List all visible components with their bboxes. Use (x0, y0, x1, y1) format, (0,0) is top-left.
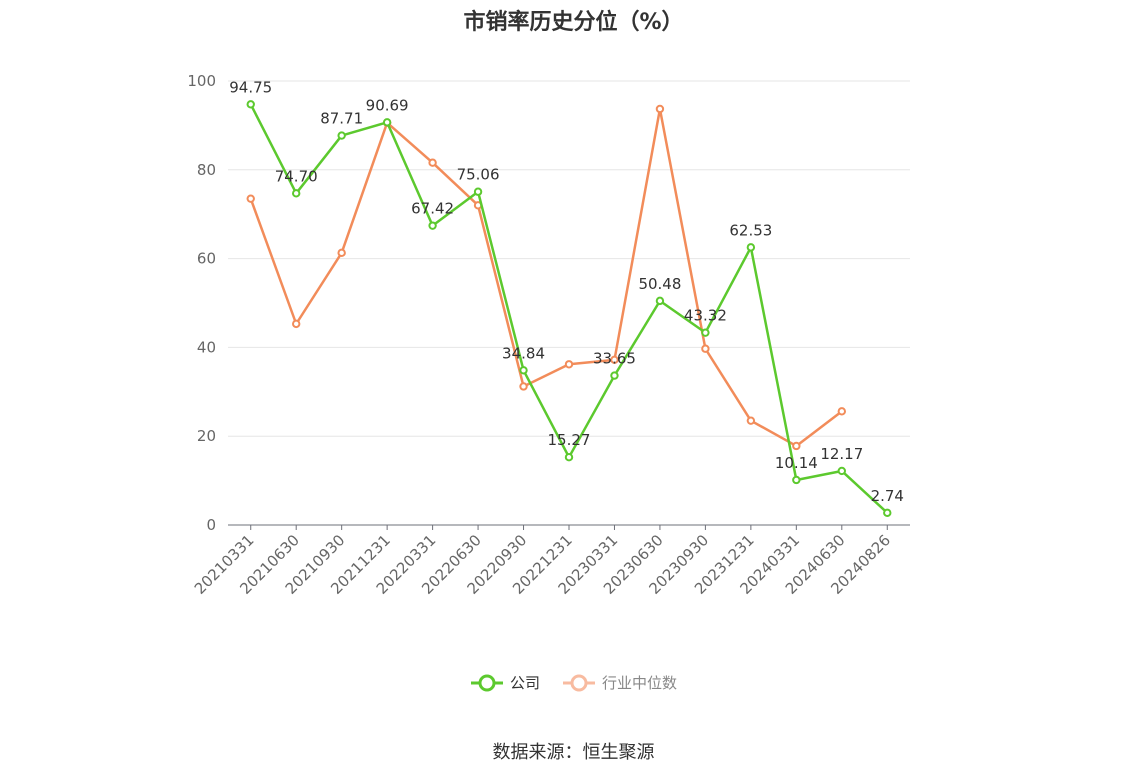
data-label: 2.74 (871, 487, 904, 505)
data-point[interactable] (246, 194, 255, 203)
y-tick-label: 80 (197, 161, 216, 179)
series-line-行业中位数 (249, 107, 843, 448)
source-note: 数据来源：恒生聚源 (492, 742, 655, 763)
data-point[interactable] (610, 355, 619, 365)
axes: 0204060801002021033120210630202109302021… (187, 72, 910, 598)
data-point[interactable] (246, 100, 255, 109)
data-point[interactable] (701, 344, 710, 353)
data-label: 12.17 (820, 445, 863, 463)
data-label: 15.27 (548, 431, 591, 449)
data-label: 94.75 (229, 78, 272, 96)
legend-company-icon (470, 674, 503, 691)
data-point[interactable] (701, 328, 710, 337)
legend: 公司 行业中位数 (0, 672, 1147, 693)
data-point[interactable] (564, 453, 574, 462)
data-point[interactable] (337, 131, 346, 140)
data-label: 90.69 (366, 96, 409, 114)
data-point[interactable] (792, 441, 801, 451)
data-label: 33.65 (593, 350, 636, 368)
y-tick-label: 60 (197, 250, 216, 268)
legend-industry-icon (563, 674, 595, 691)
data-point[interactable] (519, 382, 528, 391)
data-point[interactable] (382, 118, 392, 127)
data-label: 62.53 (729, 221, 772, 239)
data-label: 67.42 (411, 200, 454, 218)
legend-company-label: 公司 (509, 674, 540, 692)
data-point[interactable] (746, 416, 756, 425)
series (246, 100, 892, 518)
legend-item-company[interactable]: 公司 (470, 672, 540, 693)
data-label: 10.14 (775, 454, 818, 472)
data-label: 50.48 (638, 275, 681, 293)
y-tick-label: 40 (197, 338, 216, 356)
data-point[interactable] (792, 475, 801, 485)
grid-lines (228, 80, 910, 437)
data-point[interactable] (292, 319, 301, 329)
y-tick-label: 20 (197, 427, 216, 445)
data-point[interactable] (428, 221, 437, 230)
data-point[interactable] (337, 248, 346, 258)
data-point[interactable] (837, 407, 846, 416)
data-point[interactable] (837, 466, 846, 476)
data-point[interactable] (564, 360, 574, 369)
series-line-公司 (249, 103, 889, 514)
data-point[interactable] (428, 158, 437, 167)
y-tick-label: 100 (187, 72, 216, 90)
data-label: 74.70 (275, 167, 318, 185)
data-label: 43.32 (684, 307, 727, 325)
chart-title: 市销率历史分位（%） (463, 10, 684, 35)
legend-industry-label: 行业中位数 (602, 674, 678, 692)
legend-item-industry[interactable]: 行业中位数 (562, 672, 677, 693)
data-point[interactable] (746, 243, 756, 252)
data-point[interactable] (610, 371, 619, 380)
data-label: 87.71 (320, 110, 363, 128)
data-label: 34.84 (502, 344, 545, 362)
data-point[interactable] (292, 189, 301, 198)
data-point[interactable] (655, 296, 665, 306)
line-chart: 0204060801002021033120210630202109302021… (187, 72, 910, 598)
y-tick-label: 0 (206, 516, 216, 534)
data-point[interactable] (883, 508, 892, 518)
data-point[interactable] (473, 187, 483, 196)
data-point[interactable] (655, 104, 665, 114)
data-label: 75.06 (457, 166, 500, 184)
data-point[interactable] (519, 366, 528, 375)
